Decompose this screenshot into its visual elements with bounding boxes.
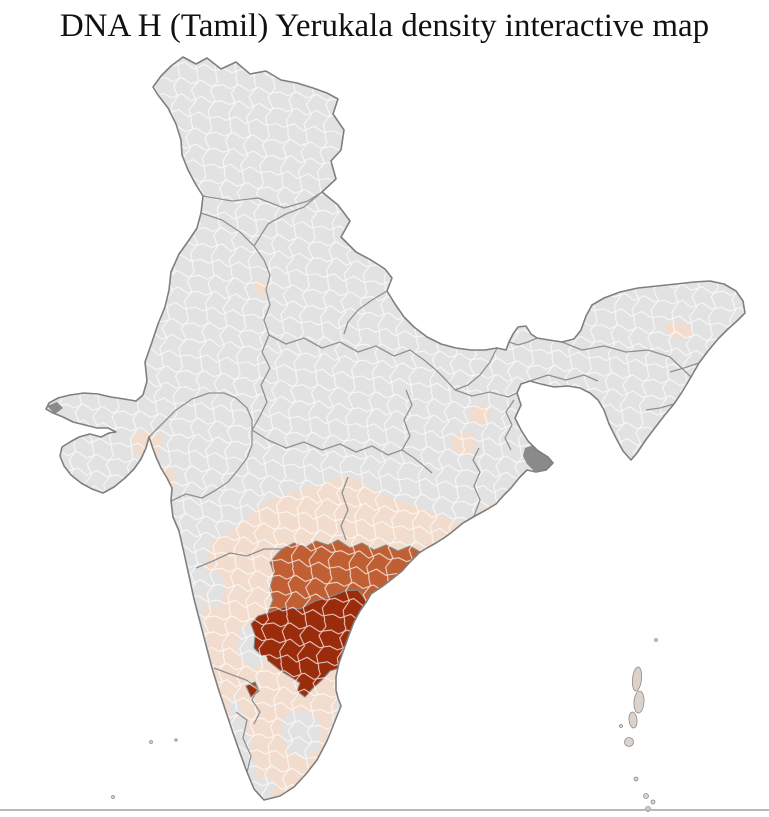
- state-border-line: [454, 389, 518, 398]
- lakshadweep-islands[interactable]: [111, 738, 178, 799]
- state-border-line: [253, 191, 323, 247]
- island[interactable]: [643, 793, 649, 799]
- island[interactable]: [111, 795, 115, 799]
- state-border-line: [235, 711, 252, 773]
- state-borders: [148, 191, 700, 773]
- island[interactable]: [624, 737, 634, 747]
- state-border-line: [213, 667, 261, 725]
- state-border-line: [195, 548, 282, 569]
- state-border-line: [200, 212, 271, 336]
- state-border-line: [645, 403, 675, 411]
- state-border-line: [340, 476, 349, 541]
- kutch-creek: [47, 402, 63, 414]
- state-border-line: [401, 389, 413, 451]
- state-border-line: [561, 341, 692, 378]
- island[interactable]: [619, 724, 623, 728]
- island[interactable]: [650, 799, 656, 805]
- page-title: DNA H (Tamil) Yerukala density interacti…: [59, 8, 710, 44]
- bottom-divider: [0, 809, 769, 811]
- state-border-line: [472, 447, 481, 517]
- andaman-nicobar-islands[interactable]: [619, 638, 658, 812]
- island[interactable]: [631, 666, 643, 692]
- island[interactable]: [633, 776, 639, 782]
- island[interactable]: [174, 738, 178, 742]
- state-border-line: [251, 429, 433, 474]
- island[interactable]: [628, 711, 638, 729]
- state-border-line: [343, 290, 388, 335]
- state-border-line: [202, 191, 323, 209]
- india-outline: [45, 56, 746, 801]
- state-border-line: [504, 399, 515, 451]
- state-border-line: [251, 334, 271, 431]
- state-border-line: [669, 362, 700, 373]
- island[interactable]: [633, 690, 645, 714]
- state-border-line: [454, 347, 498, 391]
- island[interactable]: [149, 740, 153, 744]
- island[interactable]: [654, 638, 658, 642]
- state-border-line: [268, 334, 456, 391]
- state-border-line: [508, 337, 538, 346]
- state-border-line: [529, 374, 599, 382]
- state-border-line: [148, 392, 253, 438]
- state-border-line: [170, 430, 253, 502]
